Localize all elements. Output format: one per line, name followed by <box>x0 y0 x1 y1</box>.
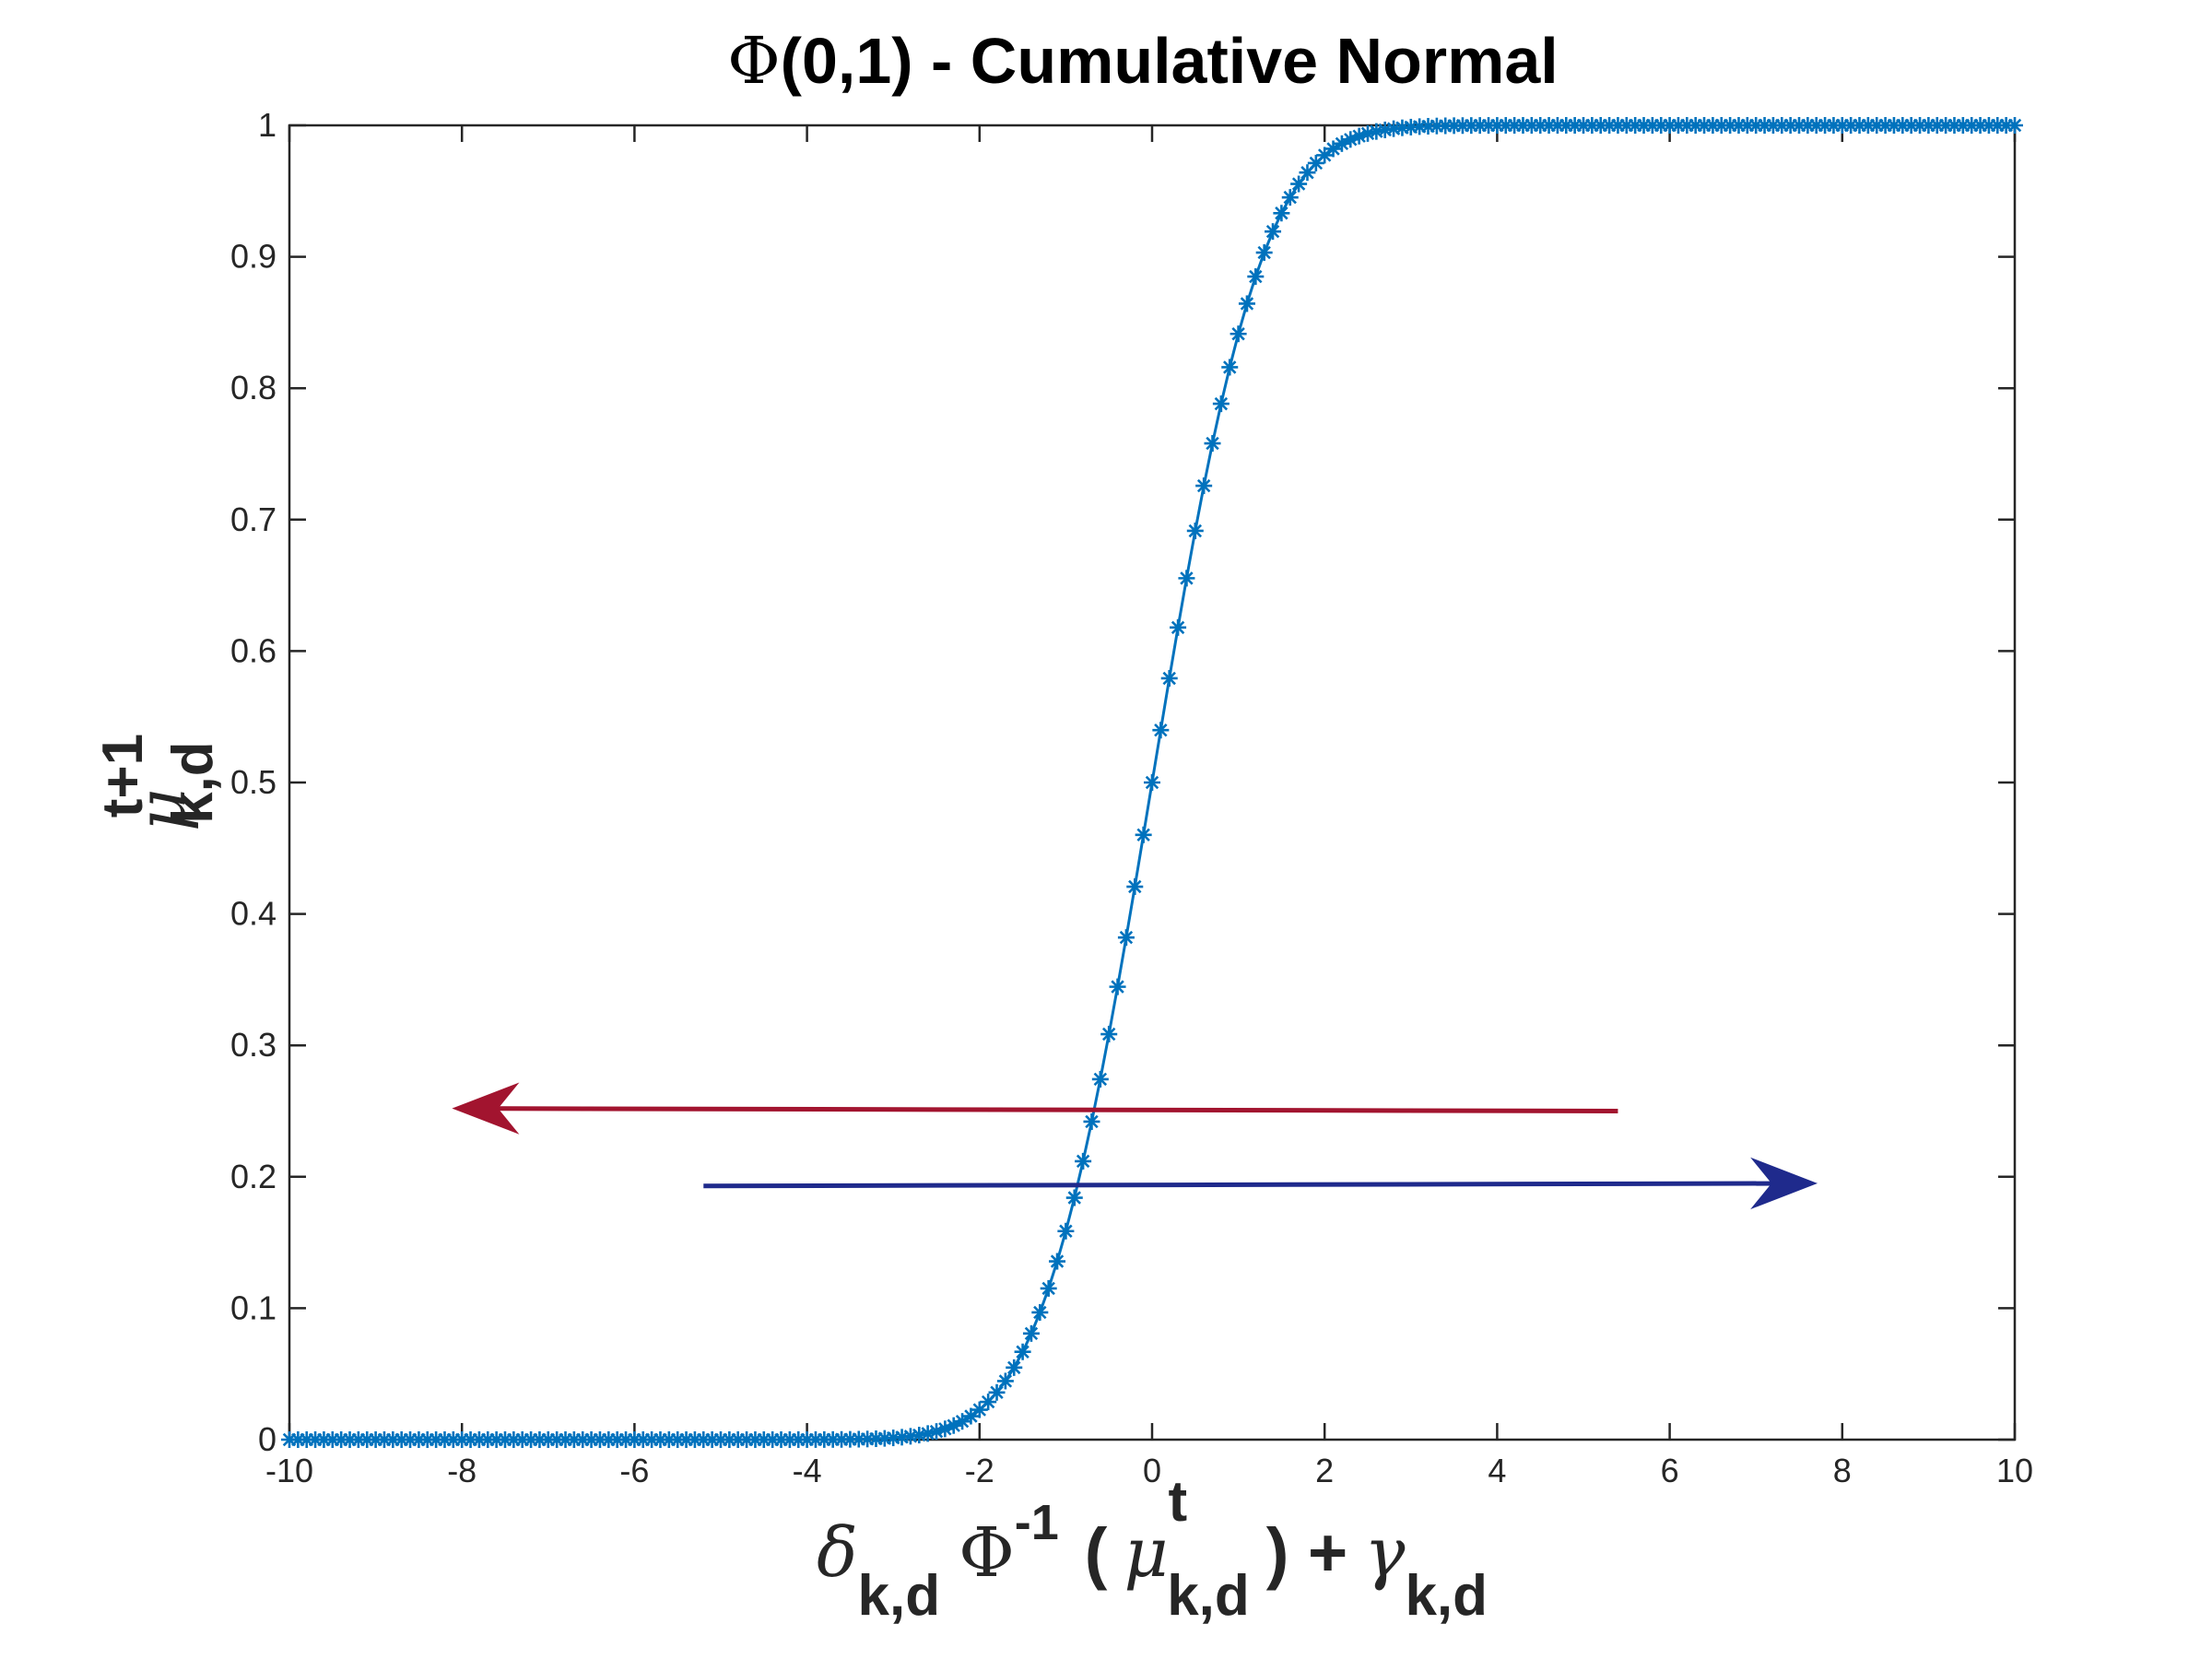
data-point <box>988 1383 1006 1401</box>
x-tick-label: -10 <box>265 1452 313 1489</box>
svg-text:μt+1k,d: μt+1 k,d <box>91 734 225 831</box>
annotations <box>452 1082 1818 1210</box>
data-point <box>1135 826 1152 843</box>
y-tick-label: 0.3 <box>230 1026 276 1064</box>
y-tick-label: 0.8 <box>230 369 276 406</box>
data-point <box>1144 774 1160 791</box>
data-point <box>1316 147 1334 164</box>
y-tick-label: 0.6 <box>230 631 276 669</box>
data-point <box>1186 522 1204 539</box>
data-point <box>1083 1112 1100 1130</box>
data-point <box>1221 359 1239 376</box>
x-tick-label: 8 <box>1833 1452 1852 1489</box>
data-point <box>1057 1222 1075 1240</box>
y-tick-label: 0.9 <box>230 238 276 276</box>
data-point <box>1126 878 1144 896</box>
x-tick-label: -2 <box>965 1452 994 1489</box>
data-point <box>1238 295 1255 312</box>
data-point <box>954 1413 971 1430</box>
y-tick-label: 0.5 <box>230 763 276 801</box>
data-point <box>996 1372 1014 1390</box>
y-tick-label: 0.7 <box>230 500 276 538</box>
x-tick-label: 2 <box>1315 1452 1334 1489</box>
data-point <box>962 1407 980 1425</box>
data-point <box>772 1430 790 1448</box>
series-normal-cdf <box>281 117 2023 1448</box>
data-point <box>1040 1279 1057 1297</box>
data-point <box>1006 1359 1023 1376</box>
y-axis-label: μt+1 k,d <box>91 734 225 831</box>
data-point <box>1273 205 1290 222</box>
x-tick-label: -8 <box>447 1452 477 1489</box>
data-point <box>1178 570 1195 587</box>
y-tick-label: 0.2 <box>230 1158 276 1195</box>
data-point <box>1152 722 1170 739</box>
data-point <box>1204 435 1221 453</box>
data-point <box>2006 117 2023 134</box>
data-point <box>1117 929 1135 947</box>
chart-title: Φ(0,1) - Cumulative Normal <box>727 23 1558 99</box>
y-tick-label: 0.4 <box>230 895 276 933</box>
data-point <box>1324 140 1342 158</box>
x-tick-label: -4 <box>793 1452 822 1489</box>
y-tick-label: 0 <box>258 1420 276 1458</box>
data-point <box>1195 477 1213 495</box>
data-point <box>928 1423 945 1441</box>
left-arrow <box>452 1082 1618 1135</box>
data-point <box>1022 1324 1040 1342</box>
data-point <box>1160 669 1178 687</box>
y-tick-label: 0.1 <box>230 1288 276 1326</box>
x-tick-label: 0 <box>1143 1452 1161 1489</box>
data-point <box>1247 268 1265 286</box>
data-point <box>1031 1303 1049 1321</box>
data-point <box>1065 1189 1083 1206</box>
data-point <box>1281 189 1299 206</box>
right-arrow <box>703 1157 1818 1210</box>
data-point <box>1100 1026 1118 1043</box>
data-point <box>1075 1152 1092 1170</box>
data-point <box>1255 244 1273 262</box>
x-tick-label: 6 <box>1661 1452 1679 1489</box>
x-axis-label: δk,dΦ-1(μt k,d) + γk,d <box>817 1470 1488 1628</box>
data-point <box>1230 325 1247 343</box>
x-tick-label: 4 <box>1488 1452 1506 1489</box>
data-point <box>1265 223 1282 241</box>
x-tick-label: -6 <box>619 1452 649 1489</box>
x-tick-label: 10 <box>1996 1452 2033 1489</box>
y-tick-label: 1 <box>258 106 276 144</box>
data-point <box>1170 618 1187 636</box>
data-point <box>1290 175 1308 193</box>
data-point <box>1350 127 1368 145</box>
y-axis: 0 0.1 0.2 0.3 0.4 0.5 0.6 0.7 0.8 0.9 1 <box>230 106 2015 1458</box>
data-point <box>1049 1253 1066 1270</box>
data-point <box>1091 1070 1109 1088</box>
data-point <box>1109 978 1126 995</box>
data-point <box>1014 1343 1031 1360</box>
x-axis: -10 -8 -6 -4 -2 0 2 4 6 8 10 <box>265 125 2033 1489</box>
data-point <box>1212 395 1230 413</box>
data-point <box>1307 154 1324 171</box>
